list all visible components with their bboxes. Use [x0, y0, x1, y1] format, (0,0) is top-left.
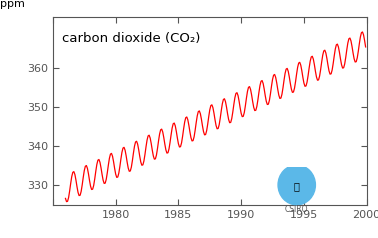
Text: 🦘: 🦘	[294, 182, 300, 192]
Y-axis label: ppm: ppm	[0, 0, 25, 9]
Circle shape	[278, 165, 315, 205]
Text: CSIRO: CSIRO	[285, 205, 308, 214]
Text: carbon dioxide (CO₂): carbon dioxide (CO₂)	[62, 32, 201, 45]
